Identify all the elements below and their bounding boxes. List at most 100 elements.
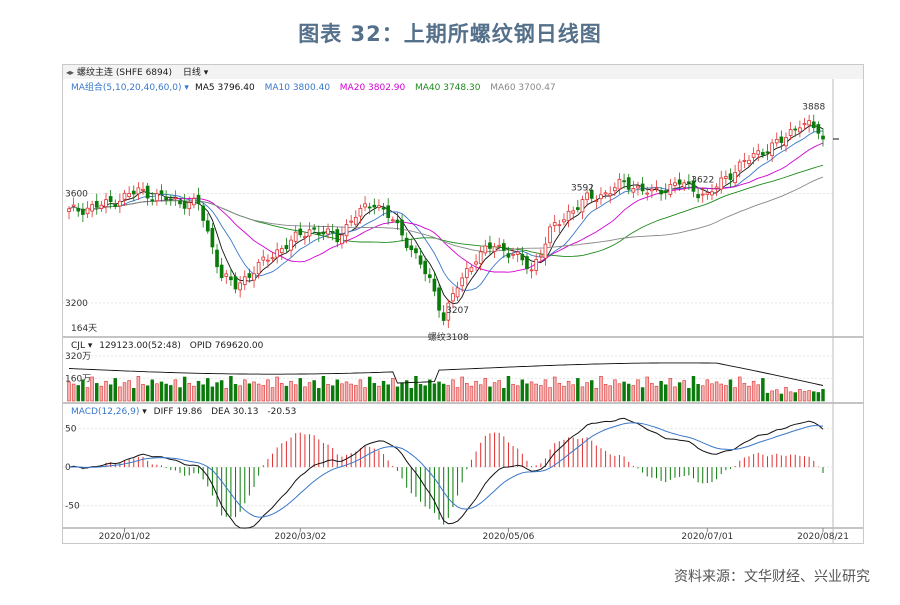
period-selector[interactable]: 日线 xyxy=(183,66,201,78)
candle xyxy=(173,190,178,207)
volume-bar xyxy=(552,376,557,402)
candle xyxy=(298,222,303,238)
volume-bar xyxy=(423,385,427,402)
volume-bar xyxy=(275,376,279,402)
volume-bar xyxy=(381,380,386,402)
volume-bar xyxy=(747,385,751,402)
candle xyxy=(626,173,631,195)
volume-bar xyxy=(539,385,543,402)
volume-bar xyxy=(367,376,372,402)
price-annotation: 3207 xyxy=(446,306,469,316)
volume-bar xyxy=(330,385,335,402)
ma-legend-item: MA40 3748.30 xyxy=(415,83,481,93)
candle-body xyxy=(645,192,650,195)
volume-bar xyxy=(395,386,400,402)
volume-bar xyxy=(534,383,538,402)
candle-body xyxy=(307,229,312,237)
candle xyxy=(104,192,108,214)
volume-bar xyxy=(67,381,71,402)
candle xyxy=(90,200,94,218)
candle xyxy=(682,179,687,192)
candle xyxy=(81,203,85,223)
candle-body xyxy=(710,191,714,196)
macd-legend[interactable]: MACD(12,26,9) ▾ DIFF 19.86 DEA 30.13 -20… xyxy=(71,407,296,417)
candle-body xyxy=(312,227,316,230)
candle-body xyxy=(377,205,381,208)
price-tick-label: 3200 xyxy=(65,299,88,309)
volume-bar xyxy=(400,382,404,402)
volume-bar xyxy=(136,375,141,402)
candle xyxy=(279,245,284,261)
candle xyxy=(326,223,330,239)
candle xyxy=(687,174,691,190)
candle xyxy=(284,237,289,253)
candle-body xyxy=(488,242,492,249)
candle xyxy=(673,177,677,193)
candle xyxy=(589,184,594,203)
chart-panel[interactable]: 螺纹主连 (SHFE 6894) 日线 ▾ ◂▸ MA组合(5,10,20,40… xyxy=(62,64,864,544)
candle xyxy=(118,193,122,214)
candle-body xyxy=(719,177,724,190)
volume-bar xyxy=(224,387,229,402)
volume-bar xyxy=(724,385,728,402)
candle-body xyxy=(303,236,307,239)
candle xyxy=(414,245,418,259)
candle xyxy=(122,189,127,206)
candle-body xyxy=(242,276,247,286)
candle xyxy=(511,247,515,260)
candle-body xyxy=(798,127,802,133)
volume-bar xyxy=(608,385,612,402)
volume-bar xyxy=(714,381,719,402)
chevron-down-icon: ▾ xyxy=(88,341,93,351)
chevron-down-icon[interactable]: ▾ xyxy=(204,68,209,78)
candle xyxy=(164,190,168,205)
volume-bar xyxy=(215,382,219,402)
volume-bar xyxy=(465,383,469,402)
volume-bar xyxy=(219,380,224,402)
volume-bar xyxy=(728,379,733,402)
candle-body xyxy=(168,198,173,201)
chart-toolbar xyxy=(63,65,863,79)
volume-bar xyxy=(409,387,414,402)
volume-bar xyxy=(511,384,515,402)
arrows-icon[interactable]: ◂▸ xyxy=(66,68,74,77)
candle-body xyxy=(85,207,90,215)
volume-legend[interactable]: CJL ▾ 129123.00(52:48) OPID 769620.00 xyxy=(71,341,264,351)
volume-bar xyxy=(654,385,659,402)
candle xyxy=(603,190,608,199)
volume-bar xyxy=(252,381,256,402)
candle-body xyxy=(811,121,816,129)
candle xyxy=(178,197,182,209)
candle xyxy=(696,187,700,203)
instrument-label[interactable]: 螺纹主连 (SHFE 6894) xyxy=(77,66,172,78)
volume-bar xyxy=(358,379,363,402)
candle xyxy=(557,219,562,233)
volume-bar xyxy=(150,379,154,402)
candle-body xyxy=(557,224,562,227)
candle xyxy=(640,177,645,195)
candle xyxy=(793,125,798,137)
open-interest-line xyxy=(68,362,824,386)
candle xyxy=(127,186,131,201)
candle xyxy=(437,283,441,318)
candle xyxy=(534,253,539,276)
candlestick-chart[interactable]: 螺纹主连 (SHFE 6894) 日线 ▾ ◂▸ MA组合(5,10,20,40… xyxy=(63,65,863,543)
price-annotation: 3622 xyxy=(691,175,714,185)
open-interest-path xyxy=(68,362,824,386)
candle xyxy=(266,254,270,268)
ma-legend-item: MA5 3796.40 xyxy=(195,83,255,93)
candle-body xyxy=(543,243,548,259)
candle xyxy=(196,187,201,211)
candle-body xyxy=(576,207,580,210)
candle-body xyxy=(525,256,529,270)
price-annotation: 螺纹3108 xyxy=(428,331,469,343)
candle-body xyxy=(261,256,266,261)
candle-body xyxy=(358,208,363,217)
candle-body xyxy=(654,187,659,190)
candle-body xyxy=(631,188,636,193)
candle-body xyxy=(409,245,414,251)
volume-bar xyxy=(788,391,793,402)
candle xyxy=(562,213,566,226)
candle-body xyxy=(173,197,178,200)
candle xyxy=(335,226,340,248)
